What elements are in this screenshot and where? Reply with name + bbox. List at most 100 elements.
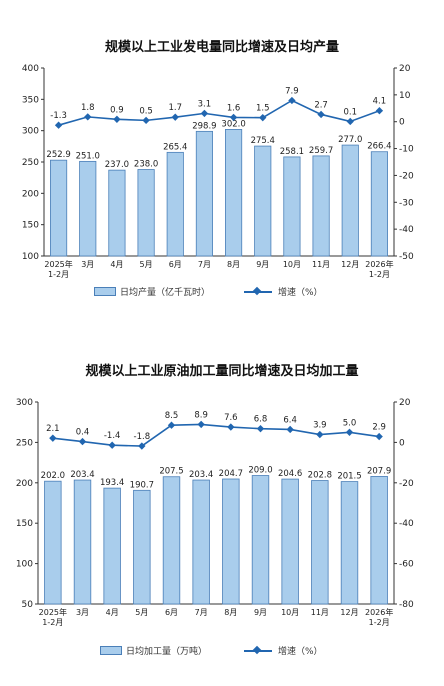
legend-bar-label: 日均产量（亿千瓦时） [120, 288, 211, 298]
x-axis-tick-label: 12月 [340, 608, 358, 617]
chart-title: 规模以上工业发电量同比增速及日均产量 [104, 40, 339, 55]
growth-rate-point [345, 428, 354, 436]
bar-value-label: 207.5 [159, 467, 183, 477]
x-axis-tick-label: 5月 [140, 260, 153, 269]
legend-bar-series: 日均产量（亿千瓦时） [94, 285, 210, 298]
bar-value-label: 202.0 [41, 471, 65, 481]
bar-value-label: 238.0 [134, 160, 158, 170]
x-axis-tick-label: 6月 [169, 260, 182, 269]
growth-rate-point [229, 113, 238, 122]
right-axis-tick-label: -40 [399, 519, 414, 529]
bar-value-label: 258.1 [280, 147, 304, 157]
growth-rate-point [108, 441, 116, 449]
growth-rate-label: 4.1 [373, 97, 387, 107]
bar-value-label: 277.0 [338, 135, 362, 145]
growth-rate-point [113, 115, 121, 123]
growth-rate-label: 2.7 [314, 100, 328, 110]
left-axis-tick-label: 200 [22, 189, 39, 199]
bar-value-label: 204.6 [278, 469, 302, 479]
growth-rate-line [58, 99, 380, 126]
growth-rate-label: -1.8 [134, 432, 151, 442]
growth-rate-label: -1.3 [50, 111, 67, 121]
growth-rate-label: 8.9 [194, 410, 208, 420]
x-axis-tick-label: 12月 [341, 260, 359, 269]
bar [283, 156, 301, 257]
power-generation-chart: 规模以上工业发电量同比增速及日均产量 100 150 200 250 300 350 400… [0, 0, 444, 330]
growth-rate-point [142, 116, 150, 125]
power-generation-plot: 100 150 200 250 300 350 400 -50 -40 -30 -20 -10 0 10 2… [22, 64, 414, 279]
x-axis-tick-label: 1-2月 [42, 618, 63, 627]
bar [341, 144, 359, 257]
growth-rate-label: 1.7 [168, 103, 182, 113]
growth-rate-point [375, 432, 383, 441]
left-axis-tick-label: 250 [16, 438, 33, 448]
crude-oil-processing-plot: 50 100 150 200 250 300 -80 -60 -40 -20 0 20 202.0 203… [16, 398, 414, 627]
left-axis-tick-label: 100 [22, 252, 39, 262]
bar [370, 476, 388, 605]
growth-rate-label: -1.4 [104, 431, 121, 441]
right-axis-tick-label: 20 [399, 64, 411, 74]
right-axis-tick-label: -30 [399, 198, 414, 208]
bar [312, 155, 330, 257]
growth-rate-label: 1.6 [227, 103, 241, 113]
growth-rate-label: 1.5 [256, 104, 270, 114]
bar-value-label: 252.9 [46, 150, 70, 160]
growth-rate-point [84, 113, 92, 121]
bar-value-label: 207.9 [367, 466, 391, 476]
bar-value-label: 190.7 [130, 480, 154, 490]
bar-value-label: 265.4 [163, 142, 187, 152]
growth-rate-point [78, 437, 87, 446]
bar [254, 145, 272, 257]
legend-line-marker [244, 647, 272, 655]
x-axis-tick-label: 4月 [110, 260, 123, 269]
left-axis-tick-label: 250 [22, 158, 39, 168]
growth-rate-label: 2.9 [372, 423, 386, 433]
bar [162, 476, 181, 605]
bar [166, 151, 184, 257]
bar [251, 475, 270, 605]
growth-rate-label: 3.1 [198, 99, 212, 109]
left-axis-tick-label: 300 [16, 398, 33, 408]
x-axis-tick-label: 11月 [311, 608, 329, 617]
x-axis-tick-label: 3月 [76, 608, 89, 617]
x-axis-tick-label: 11月 [312, 260, 330, 269]
legend-line-label: 增速（%） [278, 288, 323, 298]
right-axis-tick-label: 10 [399, 91, 411, 101]
growth-rate-label: 2.1 [46, 424, 60, 434]
bar-value-label: 237.0 [105, 160, 129, 170]
x-axis-tick-label: 7月 [198, 260, 211, 269]
growth-rate-point [259, 114, 267, 122]
x-axis-tick-label: 8月 [224, 608, 237, 617]
growth-rate-point [54, 121, 63, 129]
legend-bar-series: 日均加工量（万吨） [100, 644, 207, 657]
bar [50, 159, 68, 257]
x-axis-tick-label: 1-2月 [48, 270, 69, 279]
left-axis-tick-label: 400 [22, 64, 39, 74]
bar [133, 489, 151, 605]
growth-rate-label: 0.1 [343, 107, 357, 117]
growth-rate-point [288, 96, 296, 105]
x-axis-tick-label: 2026年 [365, 607, 393, 617]
x-axis-tick-label: 7月 [195, 608, 208, 617]
x-axis-tick-label: 8月 [227, 260, 240, 269]
x-axis-tick-label: 2025年 [39, 607, 67, 617]
bar [108, 169, 126, 257]
x-axis-tick-label: 9月 [256, 260, 269, 269]
bar [222, 478, 240, 605]
bar [195, 130, 213, 257]
growth-rate-label: 6.4 [283, 415, 297, 425]
left-axis-tick-label: 50 [22, 600, 34, 610]
growth-rate-point [317, 110, 325, 119]
bar [340, 481, 359, 605]
bar [225, 129, 243, 257]
legend-line-marker [244, 288, 272, 296]
left-axis-tick-label: 350 [22, 95, 39, 105]
x-axis-tick-label: 1-2月 [369, 270, 390, 279]
x-axis-tick-label: 10月 [283, 260, 301, 269]
x-axis-tick-label: 10月 [281, 608, 299, 617]
x-axis-tick-label: 6月 [165, 608, 178, 617]
right-axis-tick-label: 0 [399, 438, 405, 448]
right-axis-tick-label: -20 [399, 171, 414, 181]
bar [103, 487, 121, 605]
bar-value-label: 259.7 [309, 146, 333, 156]
